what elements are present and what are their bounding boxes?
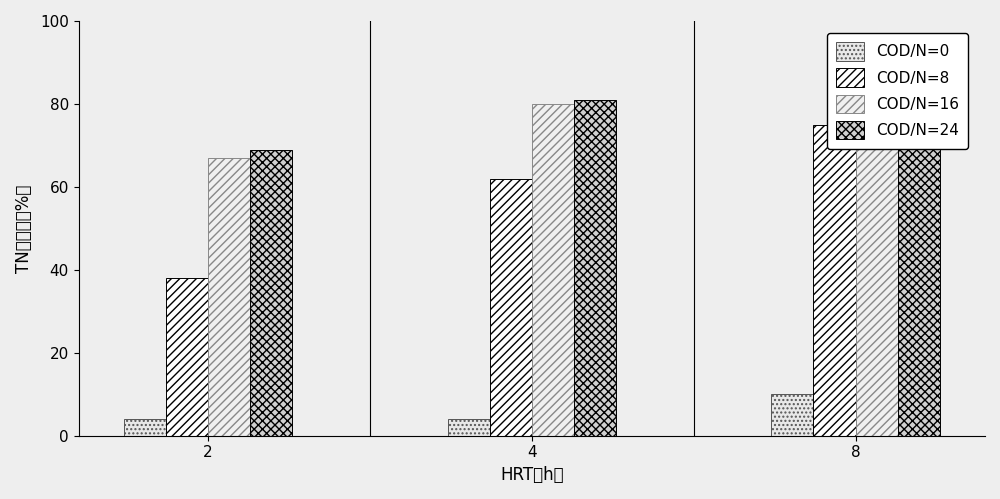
Bar: [771, 394, 813, 436]
Y-axis label: TN去除率（%）: TN去除率（%）: [15, 184, 33, 272]
Bar: [490, 179, 532, 436]
Bar: [124, 419, 166, 436]
Bar: [898, 62, 940, 436]
Bar: [532, 104, 574, 436]
Bar: [208, 158, 250, 436]
Bar: [574, 100, 616, 436]
X-axis label: HRT（h）: HRT（h）: [500, 466, 564, 484]
Bar: [250, 150, 292, 436]
Legend: COD/N=0, COD/N=8, COD/N=16, COD/N=24: COD/N=0, COD/N=8, COD/N=16, COD/N=24: [827, 33, 968, 149]
Bar: [856, 58, 898, 436]
Bar: [448, 419, 490, 436]
Bar: [813, 125, 856, 436]
Bar: [166, 278, 208, 436]
